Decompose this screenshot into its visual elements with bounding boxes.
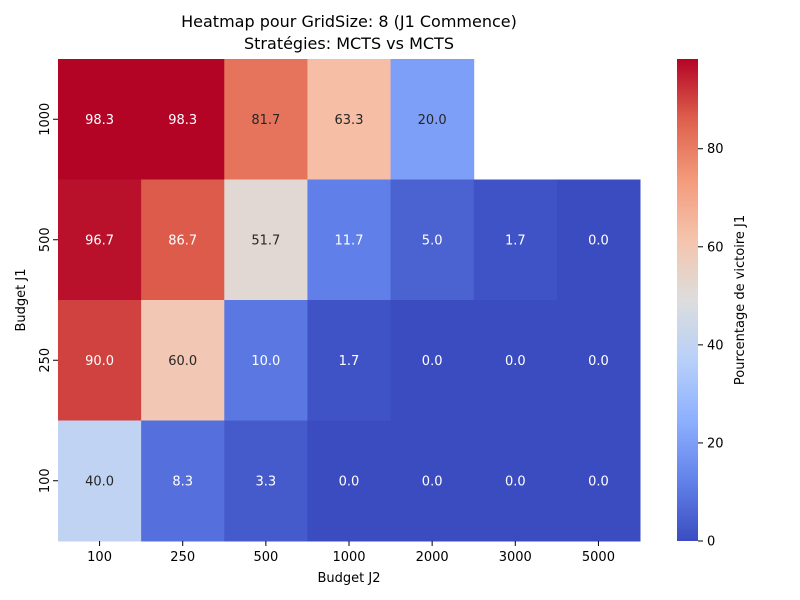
- x-tick-label: 5000: [582, 550, 615, 565]
- heatmap-cell: [307, 59, 392, 180]
- cell-value-label: 90.0: [85, 354, 114, 369]
- cell-value-label: 40.0: [85, 474, 114, 489]
- cell-value-label: 0.0: [588, 233, 609, 248]
- heatmap-cell: [473, 420, 558, 542]
- heatmap-cell: [58, 179, 142, 301]
- heatmap-cell: [556, 300, 641, 421]
- heatmap-cell: [473, 179, 558, 301]
- cell-value-label: 60.0: [168, 354, 197, 369]
- heatmap-cell: [390, 59, 475, 180]
- cell-value-label: 96.7: [85, 233, 114, 248]
- heatmap-cell: [307, 420, 392, 542]
- chart-title: Heatmap pour GridSize: 8 (J1 Commence): [181, 12, 517, 31]
- y-tick-label: 1000: [38, 103, 53, 136]
- colorbar-tick-label: 20: [707, 436, 724, 451]
- heatmap-cell: [556, 420, 641, 542]
- colorbar-axis: 0 20 40 60 80: [698, 142, 724, 550]
- heatmap-cell: [141, 59, 225, 180]
- cell-value-label: 63.3: [335, 113, 364, 128]
- cell-value-label: 3.3: [256, 474, 277, 489]
- x-tick-label: 3000: [499, 550, 532, 565]
- colorbar-tick-label: 60: [707, 240, 724, 255]
- heatmap-cell: [58, 300, 142, 421]
- x-tick-label: 2000: [416, 550, 449, 565]
- cell-value-label: 20.0: [418, 113, 447, 128]
- y-tick-label: 250: [38, 348, 53, 373]
- heatmap-cell: [390, 300, 475, 421]
- heatmap-cell: [390, 420, 475, 542]
- cell-value-label: 86.7: [168, 233, 197, 248]
- cell-value-label: 1.7: [339, 354, 360, 369]
- x-tick-label: 100: [87, 550, 112, 565]
- chart-subtitle: Stratégies: MCTS vs MCTS: [244, 34, 454, 53]
- cell-value-label: 0.0: [505, 354, 526, 369]
- heatmap-cell: [307, 179, 392, 301]
- cell-value-label: 0.0: [588, 354, 609, 369]
- cell-value-label: 8.3: [172, 474, 193, 489]
- heatmap-cells: 98.3 98.3 81.7 63.3 20.0 96.7 86.7 51.7 11.7 5.0 1…: [58, 59, 641, 542]
- heatmap-cell: [224, 420, 308, 542]
- cell-value-label: 5.0: [422, 233, 443, 248]
- heatmap-cell: [224, 59, 308, 180]
- heatmap-cell: [390, 179, 475, 301]
- colorbar-tick-label: 0: [707, 535, 715, 550]
- heatmap-cell: [224, 300, 308, 421]
- cell-value-label: 0.0: [422, 474, 443, 489]
- y-tick-label: 500: [38, 227, 53, 252]
- heatmap-cell: [307, 300, 392, 421]
- cell-value-label: 81.7: [251, 113, 280, 128]
- cell-value-label: 98.3: [85, 113, 114, 128]
- heatmap-cell: [141, 300, 225, 421]
- x-axis: 100 250 500 1000 2000 3000 5000: [87, 541, 615, 565]
- y-tick-label: 100: [38, 468, 53, 493]
- heatmap-cell: [224, 179, 308, 301]
- colorbar-tick-label: 80: [707, 142, 724, 157]
- y-axis-label: Budget J1: [14, 269, 29, 332]
- cell-value-label: 11.7: [335, 233, 364, 248]
- cell-value-label: 0.0: [505, 474, 526, 489]
- x-tick-label: 500: [253, 550, 278, 565]
- cell-value-label: 0.0: [339, 474, 360, 489]
- colorbar-tick-label: 40: [707, 338, 724, 353]
- colorbar-label: Pourcentage de victoire J1: [733, 215, 748, 385]
- heatmap-cell: [141, 420, 225, 542]
- heatmap-cell: [58, 420, 142, 542]
- heatmap-cell: [141, 179, 225, 301]
- cell-value-label: 0.0: [588, 474, 609, 489]
- cell-value-label: 1.7: [505, 233, 526, 248]
- cell-value-label: 98.3: [168, 113, 197, 128]
- heatmap-cell: [556, 179, 641, 301]
- colorbar: [677, 59, 698, 541]
- x-tick-label: 250: [170, 550, 195, 565]
- heatmap-cell: [58, 59, 142, 180]
- x-tick-label: 1000: [332, 550, 365, 565]
- y-axis: 1000 500 250 100: [38, 103, 58, 493]
- cell-value-label: 51.7: [251, 233, 280, 248]
- heatmap-cell: [473, 300, 558, 421]
- x-axis-label: Budget J2: [318, 571, 381, 586]
- cell-value-label: 0.0: [422, 354, 443, 369]
- cell-value-label: 10.0: [251, 354, 280, 369]
